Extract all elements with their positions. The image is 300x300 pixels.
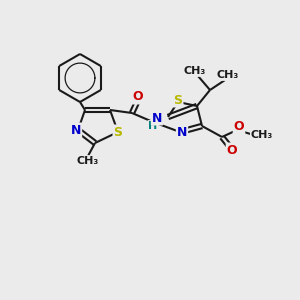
Text: O: O	[227, 143, 237, 157]
Text: S: S	[173, 94, 182, 106]
Text: O: O	[133, 91, 143, 103]
Text: CH₃: CH₃	[184, 66, 206, 76]
Text: CH₃: CH₃	[251, 130, 273, 140]
Text: N: N	[177, 125, 187, 139]
Text: H: H	[148, 121, 158, 131]
Text: S: S	[113, 125, 122, 139]
Text: N: N	[71, 124, 81, 136]
Text: O: O	[234, 121, 244, 134]
Text: CH₃: CH₃	[217, 70, 239, 80]
Text: N: N	[152, 112, 162, 124]
Text: CH₃: CH₃	[77, 156, 99, 166]
